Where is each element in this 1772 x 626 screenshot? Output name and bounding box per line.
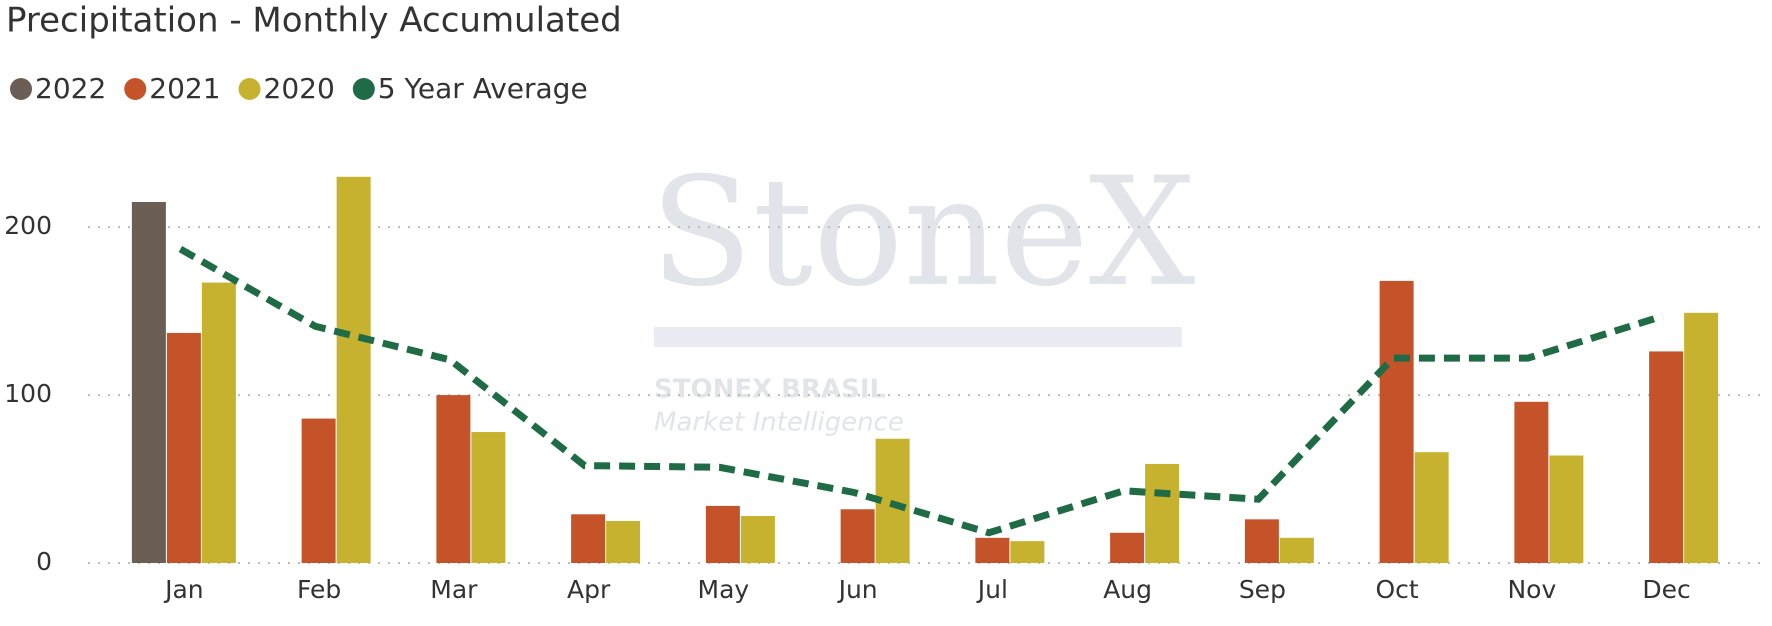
legend-label: 2022 xyxy=(35,72,106,105)
average-line xyxy=(178,245,1664,537)
bar xyxy=(166,332,201,563)
watermark-line1: STONEX BRASIL xyxy=(654,375,886,405)
x-tick-label: Sep xyxy=(1239,575,1286,604)
legend-marker xyxy=(238,78,261,100)
x-tick-label: Jun xyxy=(837,575,878,604)
bar xyxy=(1379,280,1414,563)
y-tick-label: 100 xyxy=(4,379,52,408)
bar xyxy=(436,395,471,563)
watermark-strip xyxy=(654,327,1182,347)
x-tick-label: Feb xyxy=(297,575,341,604)
watermark: StoneX STONEX BRASIL Market Intelligence xyxy=(650,146,1196,438)
legend-label: 2020 xyxy=(264,72,335,105)
bar xyxy=(1649,351,1684,563)
x-tick-label: Oct xyxy=(1376,575,1419,604)
y-tick-label: 200 xyxy=(4,211,52,240)
x-tick-label: Apr xyxy=(567,575,611,604)
bar xyxy=(840,509,875,563)
bar xyxy=(131,201,166,563)
bar xyxy=(1145,463,1180,563)
bar xyxy=(1549,455,1584,563)
legend-label: 5 Year Average xyxy=(378,72,588,105)
bar xyxy=(1244,519,1279,563)
watermark-brand: StoneX xyxy=(650,146,1196,320)
bar xyxy=(1514,401,1549,563)
x-tick-label: Aug xyxy=(1103,575,1152,604)
bar xyxy=(471,432,506,563)
x-tick-label: May xyxy=(698,575,750,604)
y-tick-label: 0 xyxy=(36,547,52,576)
legend-marker xyxy=(352,78,375,100)
x-tick-label: Jul xyxy=(976,575,1008,604)
bar xyxy=(1414,452,1449,563)
x-tick-label: Jan xyxy=(163,575,204,604)
bar xyxy=(606,521,641,563)
x-tick-label: Nov xyxy=(1507,575,1556,604)
bar xyxy=(1684,312,1719,563)
chart-title: Precipitation - Monthly Accumulated xyxy=(6,1,622,41)
bar xyxy=(336,176,371,563)
legend-marker xyxy=(124,78,147,100)
bar xyxy=(705,505,740,563)
bar xyxy=(740,515,775,563)
bar xyxy=(301,418,336,563)
legend-marker xyxy=(10,78,32,100)
bar xyxy=(975,537,1010,563)
x-tick-label: Dec xyxy=(1642,575,1690,604)
bar xyxy=(1279,537,1314,563)
watermark-line2: Market Intelligence xyxy=(654,408,904,438)
x-tick-label: Mar xyxy=(430,575,478,604)
bar xyxy=(571,514,606,563)
legend-label: 2021 xyxy=(149,72,220,105)
bar xyxy=(1010,541,1045,563)
bar xyxy=(1110,532,1145,563)
bar xyxy=(201,282,236,563)
